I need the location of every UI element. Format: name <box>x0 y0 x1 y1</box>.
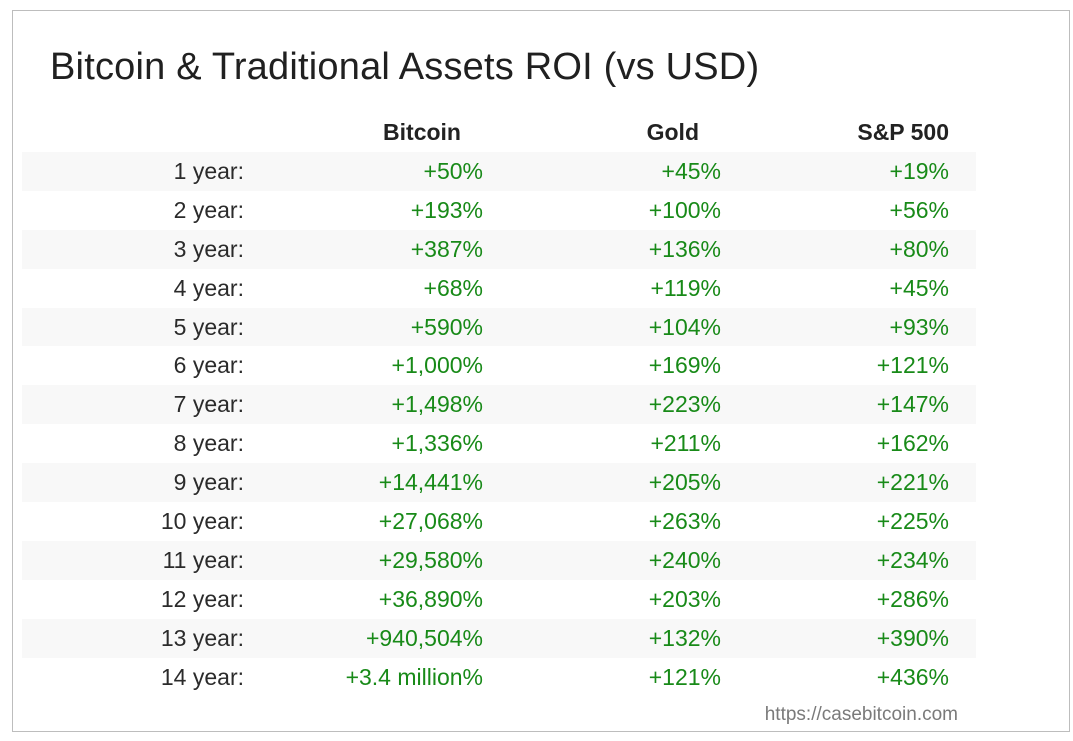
table-row: 1 year: +50% +45% +19% <box>22 152 976 191</box>
cell-sp500-roi: +80% <box>889 235 949 262</box>
table-row: 14 year: +3.4 million% +121% +436% <box>22 657 976 697</box>
cell-bitcoin-roi: +193% <box>410 196 483 223</box>
table-row: 3 year: +387% +136% +80% <box>22 229 976 269</box>
table-row: 13 year: +940,504% +132% +390% <box>22 618 976 658</box>
cell-sp500-roi: +121% <box>876 352 949 379</box>
cell-bitcoin-roi: +387% <box>410 235 483 262</box>
row-period-label: 11 year: <box>162 546 244 573</box>
cell-bitcoin-roi: +68% <box>423 274 483 301</box>
table-row: 10 year: +27,068% +263% +225% <box>22 502 976 541</box>
cell-gold-roi: +136% <box>648 235 721 262</box>
cell-gold-roi: +169% <box>648 352 721 379</box>
table-row: 8 year: +1,336% +211% +162% <box>22 424 976 464</box>
cell-gold-roi: +104% <box>648 313 721 340</box>
row-period-label: 9 year: <box>173 469 244 496</box>
roi-table: Bitcoin Gold S&P 500 1 year: +50% +45% +19%… <box>22 113 976 697</box>
roi-card <box>12 10 1070 732</box>
cell-bitcoin-roi: +940,504% <box>365 624 483 651</box>
cell-sp500-roi: +147% <box>876 391 949 418</box>
cell-bitcoin-roi: +1,336% <box>391 430 483 457</box>
cell-gold-roi: +100% <box>648 196 721 223</box>
row-period-label: 5 year: <box>173 313 244 340</box>
cell-gold-roi: +203% <box>648 585 721 612</box>
cell-gold-roi: +223% <box>648 391 721 418</box>
cell-gold-roi: +132% <box>648 624 721 651</box>
cell-sp500-roi: +436% <box>876 663 949 690</box>
cell-sp500-roi: +45% <box>889 274 949 301</box>
row-period-label: 1 year: <box>173 157 244 184</box>
cell-sp500-roi: +93% <box>889 313 949 340</box>
page-title: Bitcoin & Traditional Assets ROI (vs USD… <box>50 46 760 88</box>
cell-bitcoin-roi: +1,000% <box>391 352 483 379</box>
cell-sp500-roi: +162% <box>876 430 949 457</box>
cell-sp500-roi: +56% <box>889 196 949 223</box>
cell-bitcoin-roi: +1,498% <box>391 391 483 418</box>
table-row: 12 year: +36,890% +203% +286% <box>22 579 976 619</box>
row-period-label: 13 year: <box>160 624 244 651</box>
row-period-label: 12 year: <box>160 585 244 612</box>
roi-table-header: Bitcoin Gold S&P 500 <box>22 113 976 152</box>
table-row: 2 year: +193% +100% +56% <box>22 190 976 230</box>
row-period-label: 4 year: <box>173 274 244 301</box>
row-period-label: 14 year: <box>160 663 244 690</box>
cell-bitcoin-roi: +590% <box>410 313 483 340</box>
cell-bitcoin-roi: +36,890% <box>378 585 483 612</box>
cell-bitcoin-roi: +27,068% <box>378 507 483 534</box>
cell-sp500-roi: +221% <box>876 469 949 496</box>
cell-gold-roi: +263% <box>648 507 721 534</box>
cell-gold-roi: +211% <box>650 430 721 457</box>
cell-gold-roi: +205% <box>648 469 721 496</box>
cell-gold-roi: +119% <box>650 274 721 301</box>
cell-sp500-roi: +286% <box>876 585 949 612</box>
roi-table-body: 1 year: +50% +45% +19% 2 year: +193% +100% +56%… <box>22 152 976 697</box>
cell-sp500-roi: +390% <box>876 624 949 651</box>
row-period-label: 6 year: <box>173 352 244 379</box>
cell-bitcoin-roi: +50% <box>423 157 483 184</box>
cell-sp500-roi: +19% <box>889 157 949 184</box>
cell-bitcoin-roi: +14,441% <box>378 469 483 496</box>
cell-bitcoin-roi: +3.4 million% <box>345 663 483 690</box>
header-period-column <box>22 113 250 152</box>
row-period-label: 7 year: <box>173 391 244 418</box>
cell-gold-roi: +240% <box>648 546 721 573</box>
table-row: 5 year: +590% +104% +93% <box>22 307 976 347</box>
header-gold: Gold <box>646 119 699 145</box>
header-row: Bitcoin Gold S&P 500 <box>22 113 976 152</box>
row-period-label: 2 year: <box>173 196 244 223</box>
cell-gold-roi: +121% <box>648 663 721 690</box>
cell-sp500-roi: +225% <box>876 507 949 534</box>
table-row: 9 year: +14,441% +205% +221% <box>22 463 976 503</box>
cell-gold-roi: +45% <box>661 157 721 184</box>
header-bitcoin: Bitcoin <box>383 119 461 145</box>
row-period-label: 3 year: <box>173 235 244 262</box>
table-row: 11 year: +29,580% +240% +234% <box>22 540 976 580</box>
table-row: 7 year: +1,498% +223% +147% <box>22 385 976 425</box>
table-row: 4 year: +68% +119% +45% <box>22 268 976 308</box>
cell-bitcoin-roi: +29,580% <box>378 546 483 573</box>
row-period-label: 10 year: <box>160 507 244 534</box>
source-link[interactable]: https://casebitcoin.com <box>764 704 958 725</box>
table-row: 6 year: +1,000% +169% +121% <box>22 346 976 386</box>
header-sp500: S&P 500 <box>857 119 949 145</box>
row-period-label: 8 year: <box>173 430 244 457</box>
cell-sp500-roi: +234% <box>876 546 949 573</box>
